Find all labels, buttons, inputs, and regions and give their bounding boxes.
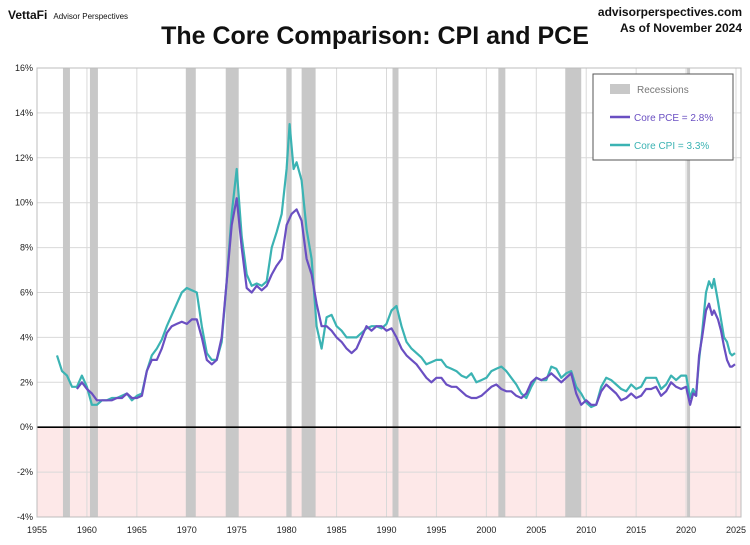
legend-label-cpi: Core CPI = 3.3% xyxy=(634,141,709,152)
y-tick-label: 4% xyxy=(20,332,33,342)
recession-bar xyxy=(185,68,196,517)
recession-bar xyxy=(498,68,506,517)
x-tick-label: 1955 xyxy=(27,525,47,535)
legend: Recessions Core PCE = 2.8% Core CPI = 3.3% xyxy=(592,73,734,161)
y-tick-label: 10% xyxy=(15,198,33,208)
plot-border xyxy=(36,67,742,518)
source-block: advisorperspectives.com As of November 2… xyxy=(598,4,742,36)
brand: VettaFi Advisor Perspectives xyxy=(8,8,128,22)
y-tick-label: 12% xyxy=(15,153,33,163)
legend-label-pce: Core PCE = 2.8% xyxy=(634,113,713,124)
brand-subtitle: Advisor Perspectives xyxy=(53,12,129,21)
x-tick-label: 1985 xyxy=(327,525,347,535)
x-tick-label: 1975 xyxy=(227,525,247,535)
as-of-date: As of November 2024 xyxy=(619,21,742,35)
legend-swatch-recessions xyxy=(610,84,630,94)
recession-bar xyxy=(286,68,292,517)
x-tick-label: 2005 xyxy=(526,525,546,535)
site-url: advisorperspectives.com xyxy=(597,5,742,19)
x-tick-label: 1970 xyxy=(177,525,197,535)
recession-bar xyxy=(62,68,70,517)
recession-bar xyxy=(301,68,316,517)
x-tick-label: 2020 xyxy=(676,525,696,535)
x-tick-label: 2000 xyxy=(476,525,496,535)
y-tick-label: 14% xyxy=(15,108,33,118)
y-tick-label: 6% xyxy=(20,288,33,298)
x-tick-label: 2010 xyxy=(576,525,596,535)
y-tick-label: 2% xyxy=(20,377,33,387)
y-tick-label: 16% xyxy=(15,63,33,73)
x-tick-label: 1965 xyxy=(127,525,147,535)
y-tick-label: 0% xyxy=(20,422,33,432)
y-tick-label: -4% xyxy=(17,512,33,522)
series-line-cpi xyxy=(55,123,736,409)
recession-bar xyxy=(565,68,582,517)
recession-bar xyxy=(89,68,98,517)
x-tick-label: 1995 xyxy=(426,525,446,535)
y-tick-label: 8% xyxy=(20,243,33,253)
recession-bar xyxy=(687,68,691,517)
chart-title: The Core Comparison: CPI and PCE xyxy=(161,22,589,50)
x-tick-label: 2015 xyxy=(626,525,646,535)
recession-bar xyxy=(225,68,239,517)
series-line-pce xyxy=(76,197,736,406)
x-tick-label: 1990 xyxy=(376,525,396,535)
vettafi-logo: VettaFi xyxy=(8,8,48,22)
x-tick-label: 1980 xyxy=(277,525,297,535)
y-tick-label: -2% xyxy=(17,467,33,477)
recession-bar xyxy=(392,68,399,517)
legend-label-recessions: Recessions xyxy=(637,85,689,96)
x-tick-label: 2025 xyxy=(726,525,746,535)
x-tick-label: 1960 xyxy=(77,525,97,535)
